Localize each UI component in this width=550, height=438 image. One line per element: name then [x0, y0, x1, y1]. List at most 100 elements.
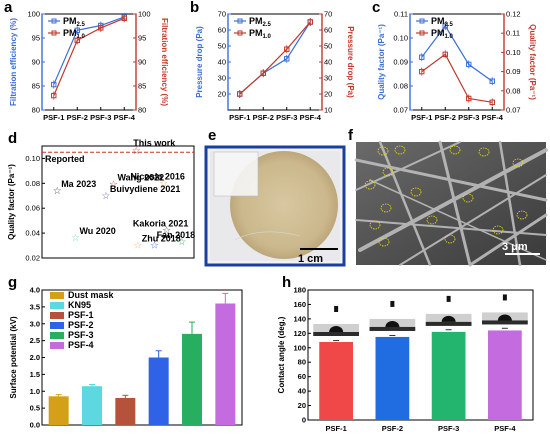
y-tick-label: 0.08 — [25, 179, 40, 188]
y-tick-label-left: 90 — [32, 58, 40, 67]
chart-g: g 0.0 0.5 1.0 1.5 2.0 2.5 3.0 3.5 4.0 Surface pote… — [8, 274, 243, 430]
y-tick-label: 140 — [293, 314, 306, 323]
legend-subscript: 2.5 — [445, 22, 454, 28]
y-tick-label: 1.0 — [30, 387, 40, 396]
point-label: Fan 2018 — [157, 230, 196, 240]
data-point — [284, 46, 290, 52]
bar — [82, 386, 102, 425]
droplet-shape — [385, 320, 400, 327]
data-point — [489, 99, 495, 106]
y-tick-label: 0.10 — [25, 154, 40, 163]
data-point — [260, 70, 266, 76]
y-tick-label-right: 80 — [138, 106, 146, 115]
scale-label-f: 3 μm — [502, 241, 528, 253]
legend-marker — [237, 30, 243, 36]
y-tick-label-right: 0.12 — [506, 10, 521, 19]
legend-label: Dust mask — [68, 290, 115, 300]
point-label: Ma 2023 — [61, 179, 96, 189]
data-point — [466, 61, 472, 68]
data-point — [419, 68, 425, 75]
bar — [148, 357, 169, 425]
legend-label: PM2.5 — [431, 16, 454, 28]
y-tick-label: 0.06 — [25, 204, 40, 213]
legend-label: PSF-4 — [68, 340, 94, 350]
y-tick-label: 180 — [293, 286, 306, 295]
bar — [319, 342, 353, 420]
y-axis-label-right: Filtration efficiency (%) — [160, 18, 169, 106]
x-tick-label: PSF-2 — [435, 113, 456, 122]
point-label: Wang 2022 — [117, 173, 164, 183]
chart-b: b PSF-1 PSF-2 PSF-3 PSF-4 20 30 40 50 60 70 10 20 30 4… — [190, 0, 355, 122]
y-tick-label-right: 50 — [324, 42, 332, 51]
droplet-shape — [329, 326, 344, 332]
x-tick-label: PSF-2 — [67, 113, 88, 122]
photo-sem-fibers — [354, 140, 548, 267]
y-tick-label-right: 85 — [138, 82, 146, 91]
y-tick-label-right: 0.11 — [506, 29, 520, 38]
y-tick-label: 160 — [293, 300, 306, 309]
legend-subscript: 2.5 — [263, 22, 272, 28]
y-tick-label-right: 0.07 — [506, 106, 521, 115]
y-tick-label-left: 20 — [218, 90, 226, 99]
scale-label-e: 1 cm — [298, 253, 323, 265]
reference-label: Reported — [45, 154, 85, 164]
needle-tip — [502, 294, 507, 301]
y-tick-label-left: 80 — [32, 106, 40, 115]
y-tick-label: 1.5 — [30, 370, 40, 379]
x-tick-label: PSF-1 — [325, 424, 346, 433]
legend-subscript: 1.0 — [77, 34, 86, 40]
x-tick-label: PSF-3 — [276, 113, 297, 122]
y-tick-label-left: 85 — [32, 82, 40, 91]
y-tick-label-right: 0.09 — [506, 67, 521, 76]
legend-swatch — [50, 312, 64, 319]
bar — [375, 336, 410, 420]
needle-tip — [390, 300, 395, 307]
y-tick-label: 0.02 — [25, 254, 40, 263]
data-point — [419, 54, 425, 60]
y-tick-label: 0.0 — [30, 421, 40, 430]
droplet-substrate — [313, 332, 359, 336]
panel-label-c: c — [372, 0, 380, 16]
data-point — [442, 51, 448, 58]
scatter-star: ☆ — [177, 237, 186, 248]
legend-label: KN95 — [68, 300, 91, 310]
data-point — [74, 37, 80, 44]
y-tick-label-right: 70 — [324, 10, 332, 19]
data-point — [442, 23, 448, 29]
legend-subscript: 1.0 — [445, 34, 454, 40]
y-tick-label-right: 20 — [324, 90, 332, 99]
data-point — [121, 15, 127, 22]
scatter-star: ☆ — [133, 241, 142, 252]
bar — [182, 333, 202, 425]
data-point — [284, 56, 290, 62]
y-tick-label: 0.5 — [30, 404, 40, 413]
legend-label: PSF-2 — [68, 320, 94, 330]
y-axis-label-right: Quality factor (Pa⁻¹) — [528, 24, 537, 100]
plot-frame — [307, 289, 534, 421]
y-tick-label: 4.0 — [30, 286, 40, 295]
y-tick-label-left: 95 — [32, 34, 40, 43]
plot-frame — [409, 13, 505, 111]
scatter-star: ☆ — [101, 191, 110, 202]
bar — [431, 331, 466, 420]
legend-marker — [237, 18, 243, 24]
legend-marker — [51, 18, 57, 24]
series-line-0 — [421, 24, 493, 82]
panel-label-g: g — [8, 274, 17, 291]
y-tick-label-right: 95 — [138, 34, 146, 43]
data-point — [307, 19, 313, 25]
droplet-substrate — [425, 321, 472, 326]
scatter-star: ☆ — [132, 146, 141, 157]
needle-tip — [446, 295, 451, 302]
x-tick-label: PSF-3 — [458, 113, 479, 122]
y-tick-label: 120 — [293, 329, 306, 338]
data-point — [466, 95, 472, 102]
y-axis-label-left: Quality factor (Pa⁻¹) — [377, 24, 386, 100]
y-axis-label: Surface potential (kV) — [9, 316, 18, 399]
y-tick-label-left: 60 — [218, 26, 226, 35]
data-point — [51, 81, 57, 88]
droplet-shape — [441, 315, 456, 322]
y-tick-label-right: 100 — [138, 10, 151, 19]
legend-marker — [419, 18, 425, 24]
